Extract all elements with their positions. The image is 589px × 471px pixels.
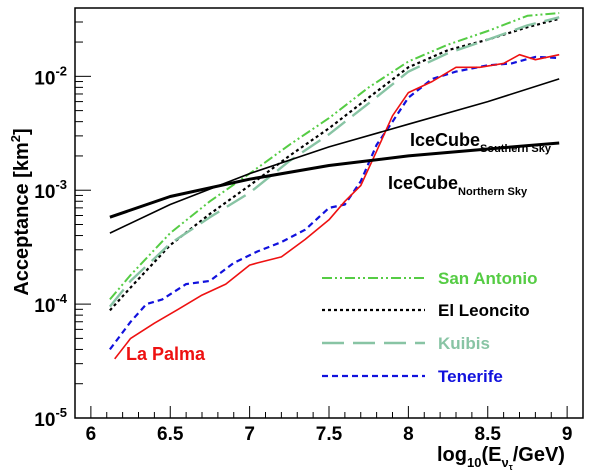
annotation-icecube-southern: IceCubeSouthern Sky	[410, 130, 552, 155]
x-tick-label: 7	[244, 424, 255, 445]
annotation-la-palma: La Palma	[126, 344, 206, 364]
y-tick-label: 10-3	[34, 177, 67, 203]
ticks-layer	[75, 21, 568, 419]
series-line-4	[114, 53, 560, 360]
series-line-2	[108, 16, 560, 308]
annotation-icecube-northern: IceCubeNorthern Sky	[388, 173, 528, 198]
y-axis-title: Acceptance [km2]	[8, 128, 33, 295]
legend-label: San Antonio	[438, 269, 537, 288]
legend: San Antonio El Leoncito Kuibis Tenerife	[322, 269, 537, 386]
tick-labels-layer: 6 6.5 7 7.5 8 8.5 9 10-5 10-4 10-3 10-2	[34, 63, 572, 445]
series-line-3	[109, 55, 560, 351]
series-line-5	[109, 78, 560, 234]
x-tick-label: 7.5	[316, 424, 343, 445]
legend-label: Kuibis	[438, 334, 490, 353]
y-tick-label: 10-5	[34, 405, 67, 431]
legend-label: Tenerife	[438, 367, 503, 386]
x-axis-title: log10(Eντ/GeV)	[437, 444, 565, 471]
y-tick-label: 10-2	[34, 63, 67, 89]
legend-label: El Leoncito	[438, 301, 530, 320]
series-layer	[108, 12, 560, 360]
x-tick-label: 8	[403, 424, 414, 445]
x-tick-label: 8.5	[475, 424, 502, 445]
series-line-0	[109, 12, 560, 301]
x-tick-label: 6.5	[157, 424, 184, 445]
x-tick-label: 9	[562, 424, 573, 445]
series-line-6	[109, 141, 560, 219]
x-tick-label: 6	[86, 424, 97, 445]
y-tick-label: 10-4	[34, 291, 67, 317]
